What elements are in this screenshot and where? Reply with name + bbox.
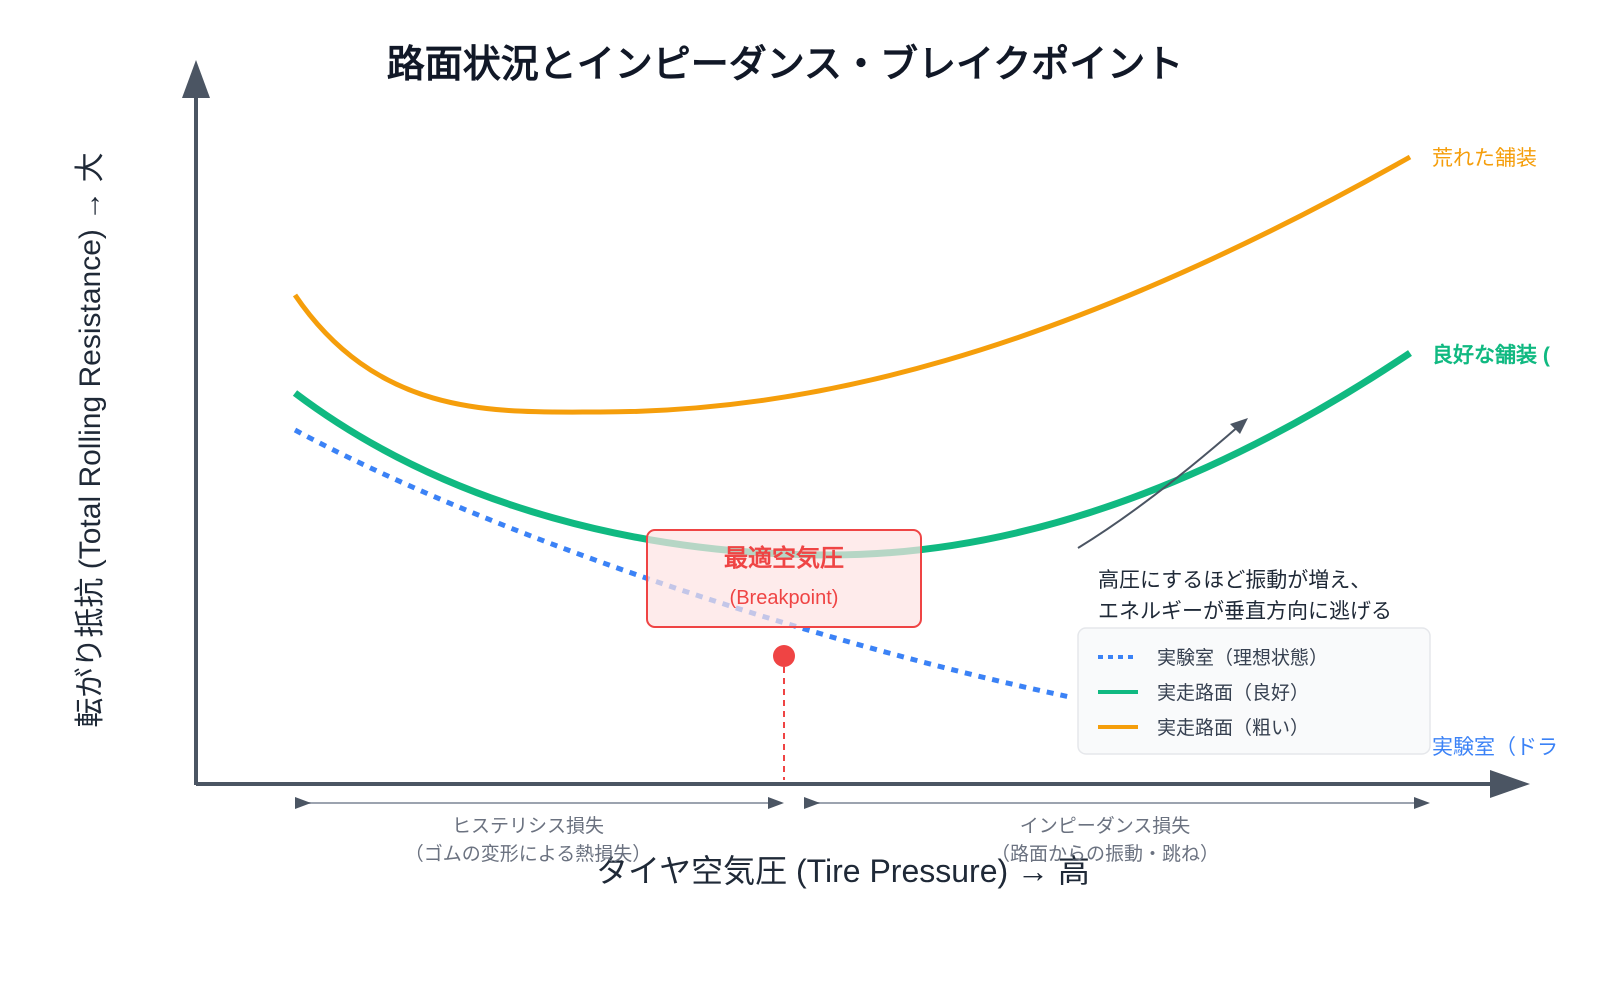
hysteresis-description: （ゴムの変形による熱損失） [405,843,651,865]
legend-label-rough: 実走路面（粗い） [1157,717,1309,739]
x-axis-arrowhead [1490,770,1530,798]
legend-label-lab: 実験室（理想状態） [1157,647,1328,669]
rough-road-curve [292,154,1412,415]
y-axis-arrowhead [182,60,210,98]
annotation-arrow [1077,424,1241,549]
breakpoint-box [646,529,922,628]
x-axis-label: タイヤ空気圧 (Tire Pressure) → 高 [596,853,1090,889]
breakpoint-subtitle: (Breakpoint) [730,587,839,609]
annotation-line-1: 高圧にするほど振動が増え、 [1098,569,1371,592]
hysteresis-start-marker [295,797,311,809]
breakpoint-title: 最適空気圧 [724,544,844,572]
hysteresis-end-marker [768,797,784,809]
hysteresis-label: ヒステリシス損失 [452,815,604,837]
y-axis-label: 転がり抵抗 (Total Rolling Resistance) → 大 [74,152,107,727]
lab-label: 実験室（ドラ [1432,736,1558,759]
rough-road-label: 荒れた舗装 [1432,147,1537,170]
annotation-arrowhead [1230,418,1248,434]
good-road-label: 良好な舗装 ( [1432,343,1550,367]
chart-title: 路面状況とインピーダンス・ブレイクポイント [387,43,1183,86]
impedance-end-marker [1414,797,1430,809]
impedance-description: （路面からの振動・跳ね） [991,843,1219,865]
legend-box [1077,627,1431,755]
annotation-line-2: エネルギーが垂直方向に逃げる [1098,600,1392,623]
impedance-start-marker [804,797,820,809]
legend: 実験室（理想状態） 実走路面（良好） 実走路面（粗い） [1077,627,1431,755]
legend-label-good: 実走路面（良好） [1157,682,1309,704]
lab-curve [293,427,1071,700]
breakpoint-dot [773,645,795,667]
impedance-label: インピーダンス損失 [1020,815,1191,837]
